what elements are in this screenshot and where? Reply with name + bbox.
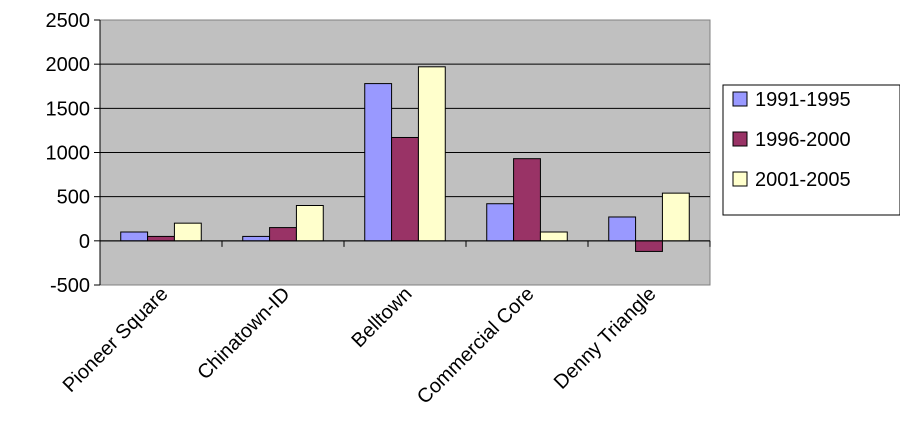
bar-2001-2005 [661,192,690,242]
bar-1991-1995 [486,203,515,242]
y-tick-label: 500 [57,187,90,209]
legend-swatch [732,91,748,107]
bar-1991-1995 [608,216,637,242]
y-axis-ticks: -500 0 500 1000 1500 2000 2500 [46,10,100,297]
bar-2001-2005 [295,205,324,242]
bar-1991-1995 [242,235,271,242]
y-tick-label: 1500 [46,98,91,120]
bar-2001-2005 [173,222,202,242]
bar-1996-2000 [147,235,175,242]
x-category-label: Belltown [348,283,417,352]
bar-1996-2000 [391,136,419,242]
bars [120,66,690,252]
bar-1991-1995 [364,83,393,242]
y-tick-label: 2500 [46,10,91,32]
x-category-label: Denny Triangle [550,283,661,394]
y-tick-label: 0 [79,231,90,253]
legend-swatch [732,131,748,147]
x-category-label: Commercial Core [413,283,539,409]
bar-1996-2000 [269,227,297,242]
x-category-label: Pioneer Square [59,283,173,397]
bar-2001-2005 [539,231,568,242]
bar-1991-1995 [120,231,149,242]
bar-1996-2000 [635,240,663,252]
legend: 1991-1995 1996-2000 2001-2005 [722,84,900,216]
legend-box [722,84,900,216]
y-tick-label: -500 [50,275,90,297]
legend-label: 1996-2000 [755,129,851,151]
legend-swatch [732,171,748,187]
y-tick-label: 2000 [46,54,91,76]
x-axis-labels: Pioneer Square Chinatown-ID BelltownCommer… [59,283,661,409]
y-tick-label: 1000 [46,143,91,165]
bar-2001-2005 [417,66,446,242]
legend-label: 1991-1995 [755,89,851,111]
x-category-label: Chinatown-ID [193,283,294,384]
bar-1996-2000 [513,158,541,242]
legend-label: 2001-2005 [755,169,851,191]
